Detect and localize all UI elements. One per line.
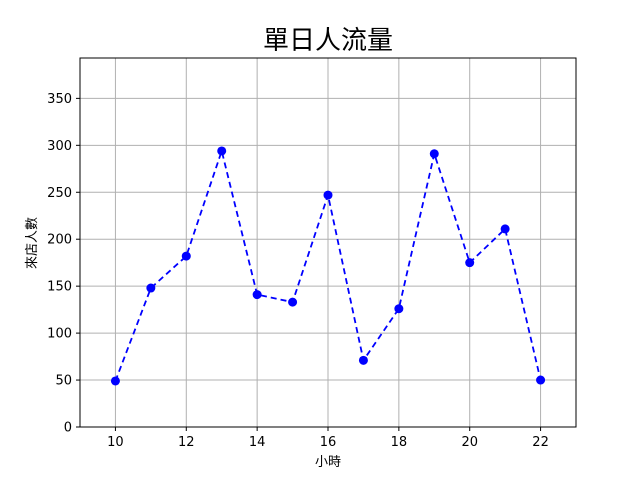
y-tick-label: 150 xyxy=(47,280,72,295)
y-tick-label: 0 xyxy=(64,421,72,436)
y-tick-label: 250 xyxy=(47,186,72,201)
y-tick-label: 350 xyxy=(47,92,72,107)
x-tick-label: 14 xyxy=(249,435,266,450)
data-point xyxy=(394,304,404,314)
data-point xyxy=(358,355,368,365)
y-tick-label: 300 xyxy=(47,139,72,154)
data-point xyxy=(146,283,156,293)
data-point xyxy=(252,290,262,300)
grid xyxy=(80,58,576,428)
y-tick-label: 200 xyxy=(47,233,72,248)
x-tick-label: 22 xyxy=(532,435,549,450)
plot-frame xyxy=(79,57,577,428)
x-tick-label: 16 xyxy=(320,435,337,450)
x-axis-label: 小時 xyxy=(315,455,341,470)
y-axis-label: 來店人數 xyxy=(25,217,40,269)
y-tick-label: 100 xyxy=(47,327,72,342)
x-tick-label: 12 xyxy=(178,435,195,450)
series-line-group xyxy=(110,146,546,386)
chart-title: 單日人流量 xyxy=(263,26,393,56)
x-tick-label: 10 xyxy=(107,435,124,450)
data-point xyxy=(500,224,510,234)
data-point xyxy=(429,149,439,159)
data-point xyxy=(323,190,333,200)
data-point xyxy=(181,251,191,261)
axes: 10 12 14 16 18 20 22 0 50 100 150 200 250 300 350 xyxy=(47,92,549,450)
data-point xyxy=(536,375,546,385)
data-point xyxy=(288,297,298,307)
data-point xyxy=(217,146,227,156)
x-tick-label: 18 xyxy=(391,435,408,450)
y-tick-label: 50 xyxy=(55,374,72,389)
x-tick-label: 20 xyxy=(461,435,478,450)
data-point xyxy=(465,258,475,268)
data-point xyxy=(110,376,120,386)
